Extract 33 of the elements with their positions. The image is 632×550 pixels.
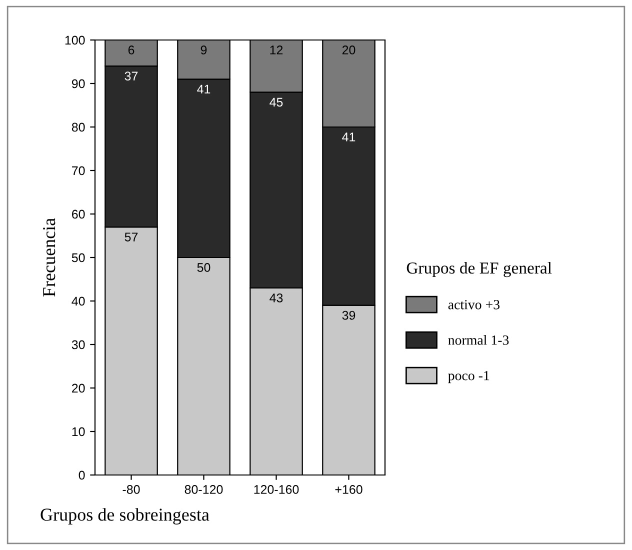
- data-label: 50: [197, 263, 210, 272]
- data-label: 9: [200, 46, 207, 54]
- data-label: 41: [197, 84, 210, 94]
- data-label: 20: [342, 46, 356, 54]
- y-tick-label: 90: [72, 79, 85, 88]
- y-tick-label: 20: [72, 384, 85, 393]
- y-axis-title: Frecuencia: [43, 218, 56, 297]
- y-tick-label: 40: [72, 296, 85, 306]
- legend-title: Grupos de EF general: [406, 262, 552, 278]
- x-tick-label: 80-120: [184, 485, 223, 494]
- x-tick-label: +160: [335, 485, 362, 494]
- legend-label: poco -1: [448, 370, 490, 384]
- data-label: 41: [342, 132, 356, 142]
- y-tick-label: 70: [72, 166, 85, 176]
- data-label: 39: [342, 310, 356, 320]
- data-label: 12: [270, 46, 283, 54]
- data-label: 37: [124, 72, 138, 80]
- data-label: 43: [270, 294, 283, 302]
- y-tick-label: 100: [65, 36, 85, 45]
- y-tick-label: 80: [72, 122, 85, 132]
- legend-label: normal 1-3: [448, 335, 509, 345]
- y-tick-label: 0: [78, 470, 85, 480]
- y-tick-label: 30: [72, 340, 85, 350]
- y-tick-label: 10: [72, 427, 85, 436]
- y-tick-label: 50: [72, 253, 85, 262]
- y-tick-label: 60: [72, 210, 85, 219]
- data-label: 57: [124, 232, 138, 242]
- x-axis-title: Grupos de sobreingesta: [40, 508, 210, 524]
- data-label: 6: [128, 46, 134, 54]
- data-label: 45: [270, 98, 283, 107]
- x-tick-label: -80: [122, 485, 140, 494]
- legend-label: activo +3: [448, 300, 500, 310]
- x-tick-label: 120-160: [254, 485, 299, 494]
